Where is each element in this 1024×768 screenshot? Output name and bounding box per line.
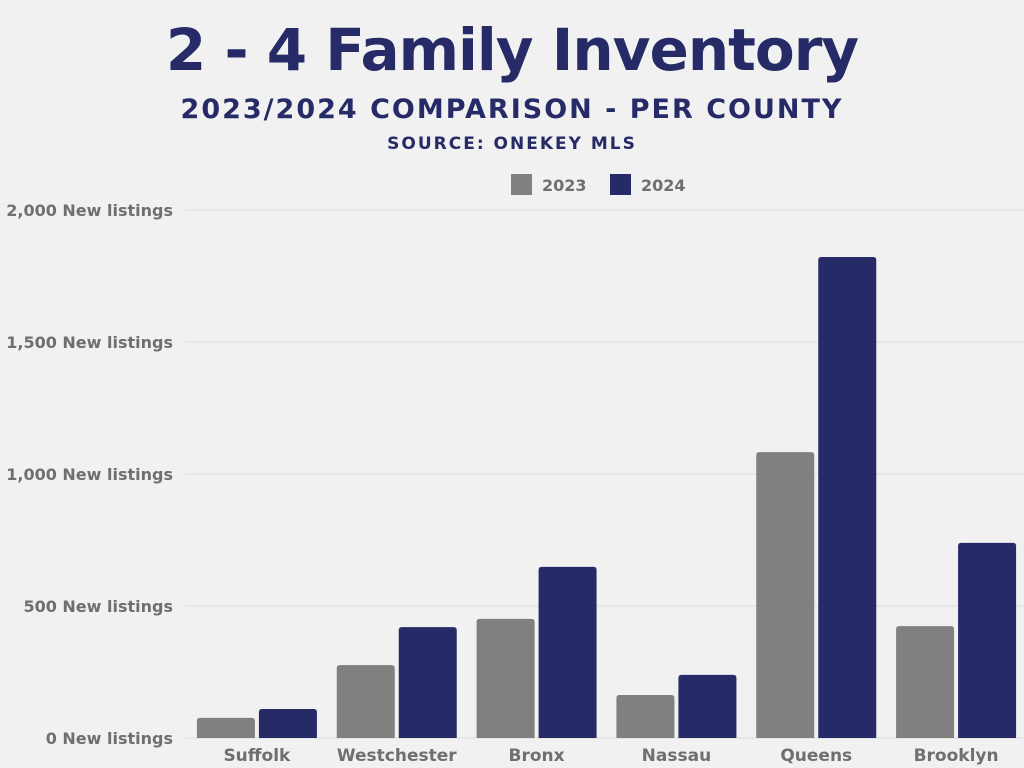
x-tick-label: Queens bbox=[780, 746, 852, 766]
x-tick-label: Westchester bbox=[337, 746, 457, 766]
bar-2023-queens bbox=[756, 452, 815, 738]
y-tick-label: 500 New listings bbox=[23, 597, 173, 616]
y-tick-label: 1,500 New listings bbox=[6, 333, 173, 352]
bar-2024-westchester bbox=[398, 627, 457, 738]
chart-subtitle: 2023/2024 COMPARISON - PER COUNTY bbox=[180, 94, 844, 125]
y-tick-label: 2,000 New listings bbox=[6, 201, 173, 220]
y-tick-label: 0 New listings bbox=[46, 729, 173, 748]
x-tick-label: Bronx bbox=[509, 746, 565, 766]
bar-2024-brooklyn bbox=[958, 542, 1017, 738]
chart-source: SOURCE: ONEKEY MLS bbox=[387, 134, 637, 154]
chart-title: 2 - 4 Family Inventory bbox=[165, 16, 859, 84]
bar-2023-suffolk bbox=[196, 717, 255, 738]
bar-2023-bronx bbox=[476, 618, 535, 738]
legend-label: 2023 bbox=[542, 176, 587, 195]
legend-label: 2024 bbox=[641, 176, 686, 195]
bar-2023-brooklyn bbox=[896, 626, 955, 738]
x-tick-label: Nassau bbox=[642, 746, 712, 766]
bar-2024-nassau bbox=[678, 674, 737, 738]
bar-2024-suffolk bbox=[258, 708, 317, 738]
y-tick-label: 1,000 New listings bbox=[6, 465, 173, 484]
legend-swatch-2024 bbox=[610, 174, 631, 195]
bar-2024-queens bbox=[818, 256, 877, 738]
bar-2023-nassau bbox=[616, 694, 675, 738]
bar-2023-westchester bbox=[336, 665, 395, 738]
x-tick-label: Suffolk bbox=[223, 746, 291, 766]
x-tick-label: Brooklyn bbox=[914, 746, 999, 766]
legend-swatch-2023 bbox=[511, 174, 532, 195]
bar-2024-bronx bbox=[538, 566, 597, 738]
